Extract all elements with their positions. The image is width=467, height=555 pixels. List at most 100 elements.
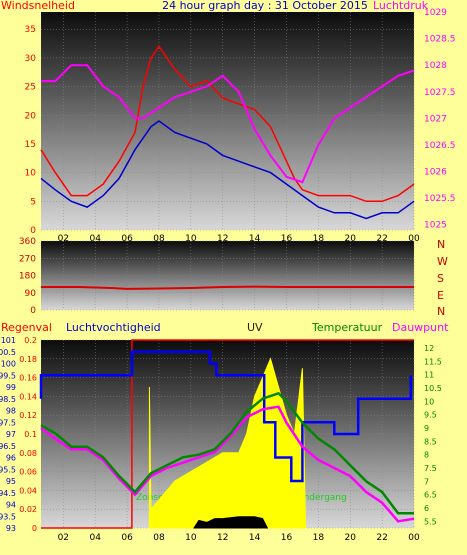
x-tick-label: 18 xyxy=(313,533,325,543)
humidity-axis-label: Luchtvochtigheid xyxy=(66,321,161,334)
humidity-tick-label: 97.5 xyxy=(0,418,16,427)
dewpoint-axis-label: Dauwpunt xyxy=(392,321,449,334)
temperature-tick-label: 12 xyxy=(424,344,434,353)
rain-tick-label: 0.2 xyxy=(24,336,37,345)
x-tick-label: 14 xyxy=(249,533,261,543)
rain-tick-label: 0.04 xyxy=(19,486,37,495)
rain-tick-label: 0 xyxy=(32,524,37,533)
compass-label: E xyxy=(437,289,444,302)
humidity-tick-label: 99 xyxy=(6,383,16,392)
temperature-tick-label: 10 xyxy=(424,397,434,406)
compass-label: S xyxy=(437,272,444,285)
humidity-tick-label: 98 xyxy=(6,407,16,416)
series-line xyxy=(40,405,415,523)
x-tick-label: 10 xyxy=(185,533,197,543)
humidity-tick-label: 96.5 xyxy=(0,442,16,451)
y-tick-label: 180 xyxy=(19,272,36,282)
x-tick-label: 14 xyxy=(249,234,261,244)
y-tick-label: 5 xyxy=(30,197,36,207)
series-line xyxy=(41,64,415,184)
rain-tick-label: 0.02 xyxy=(19,505,37,514)
humidity-tick-label: 96 xyxy=(6,454,16,463)
x-tick-label: 06 xyxy=(121,234,133,244)
x-tick-label: 16 xyxy=(281,533,293,543)
humidity-tick-label: 93 xyxy=(6,524,16,533)
humidity-tick-label: 94.5 xyxy=(0,489,16,498)
rain-tick-label: 0.16 xyxy=(19,374,37,383)
y-tick-label: 0 xyxy=(30,306,36,316)
y2-tick-label: 1025 xyxy=(424,221,447,231)
temperature-tick-label: 9 xyxy=(424,424,429,433)
x-tick-label: 02 xyxy=(58,234,69,244)
y-tick-label: 360 xyxy=(19,237,36,247)
humidity-tick-label: 99.5 xyxy=(0,371,16,380)
x-tick-label: 06 xyxy=(121,533,133,543)
humidity-tick-label: 97 xyxy=(6,430,16,439)
rain-tick-label: 0.08 xyxy=(19,449,37,458)
y2-tick-label: 1027.5 xyxy=(424,88,456,98)
x-tick-label: 00 xyxy=(408,234,420,244)
rain-tick-label: 0.18 xyxy=(19,355,37,364)
y-tick-label: 90 xyxy=(25,289,37,299)
y2-tick-label: 1026.5 xyxy=(424,141,456,151)
chart-title: 24 hour graph day : 31 October 2015 xyxy=(162,0,368,12)
panel1-background xyxy=(41,12,414,230)
temperature-tick-label: 9.5 xyxy=(424,411,437,420)
y2-tick-label: 1025.5 xyxy=(424,194,456,204)
x-tick-label: 12 xyxy=(217,234,228,244)
series-line xyxy=(40,391,414,515)
series-line xyxy=(41,285,414,290)
series-line xyxy=(40,45,415,203)
temperature-tick-label: 7.5 xyxy=(424,464,437,473)
y-tick-label: 0 xyxy=(30,226,36,236)
humidity-tick-label: 94 xyxy=(6,501,16,510)
series-line xyxy=(41,339,414,529)
temperature-tick-label: 6 xyxy=(424,504,429,513)
series-line xyxy=(39,350,413,483)
x-tick-label: 08 xyxy=(153,533,165,543)
y-tick-label: 25 xyxy=(25,83,36,93)
temperature-tick-label: 8 xyxy=(424,451,429,460)
y-tick-label: 30 xyxy=(25,54,37,64)
y-tick-label: 35 xyxy=(25,25,36,35)
temperature-tick-label: 11.5 xyxy=(424,357,442,366)
y-tick-label: 270 xyxy=(19,254,36,264)
temperature-tick-label: 10.5 xyxy=(424,384,442,393)
humidity-tick-label: 100.5 xyxy=(0,348,16,357)
temperature-tick-label: 8.5 xyxy=(424,437,437,446)
temperature-tick-label: 11 xyxy=(424,371,434,380)
humidity-tick-label: 100 xyxy=(1,360,16,369)
humidity-tick-label: 95 xyxy=(6,477,16,486)
humidity-tick-label: 95.5 xyxy=(0,465,16,474)
panel1-left-axis-label: Windsnelheid xyxy=(1,0,75,12)
humidity-tick-label: 101 xyxy=(1,336,16,345)
x-tick-label: 20 xyxy=(345,533,357,543)
sunset-label: Zonsondergang xyxy=(276,493,347,503)
series-line xyxy=(40,120,415,220)
y-tick-label: 15 xyxy=(25,140,36,150)
y2-tick-label: 1028 xyxy=(424,61,447,71)
panel1-right-axis-label: Luchtdruk xyxy=(373,0,429,12)
rain-tick-label: 0.1 xyxy=(24,430,37,439)
temperature-tick-label: 5.5 xyxy=(424,517,437,526)
humidity-tick-label: 93.5 xyxy=(0,512,16,521)
y2-tick-label: 1026 xyxy=(424,168,447,178)
x-tick-label: 22 xyxy=(376,234,387,244)
x-tick-label: 22 xyxy=(376,533,387,543)
rain-tick-label: 0.14 xyxy=(19,392,37,401)
x-tick-label: 10 xyxy=(185,234,197,244)
y-tick-label: 10 xyxy=(25,169,37,179)
y2-tick-label: 1027 xyxy=(424,114,447,124)
temperature-tick-label: 7 xyxy=(424,477,429,486)
x-tick-label: 12 xyxy=(217,533,228,543)
temperature-axis-label: Temperatuur xyxy=(311,321,383,334)
y-tick-label: 20 xyxy=(25,111,37,121)
x-tick-label: 20 xyxy=(345,234,357,244)
x-tick-label: 18 xyxy=(313,234,325,244)
x-tick-label: 00 xyxy=(408,533,420,543)
rain-tick-label: 0.06 xyxy=(19,468,37,477)
x-tick-label: 02 xyxy=(58,533,69,543)
x-tick-label: 04 xyxy=(89,533,101,543)
